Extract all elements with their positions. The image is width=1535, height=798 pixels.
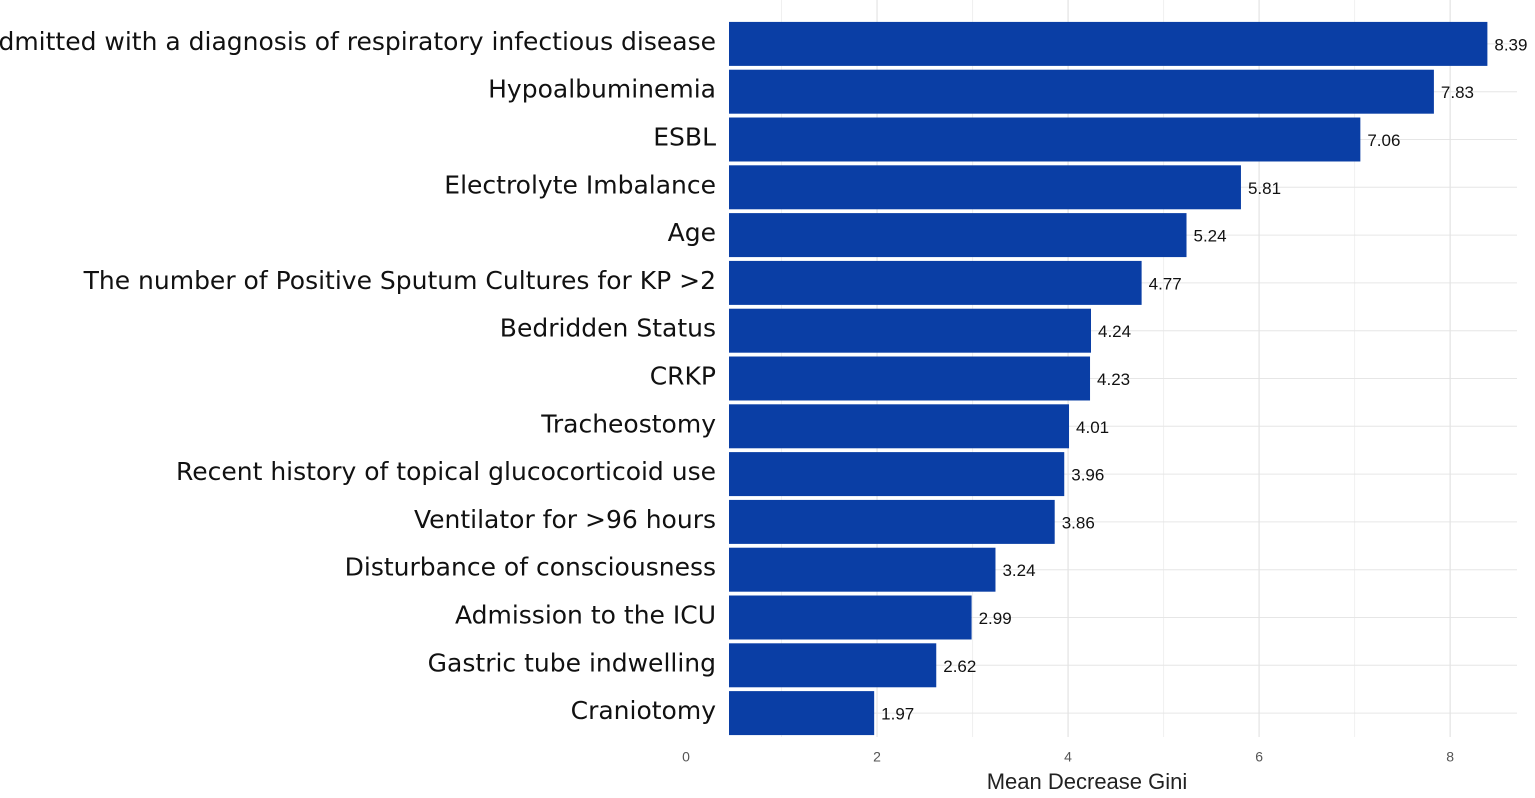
y-tick-label: Ventilator for >96 hours bbox=[414, 505, 716, 534]
bar bbox=[729, 356, 1091, 401]
bars bbox=[729, 21, 1488, 736]
bar bbox=[729, 691, 875, 736]
x-tick-label: 0 bbox=[682, 749, 690, 765]
bar bbox=[729, 213, 1187, 258]
y-tick-label: Age bbox=[668, 218, 716, 247]
bar bbox=[729, 308, 1091, 353]
value-label: 4.01 bbox=[1076, 418, 1109, 437]
bar bbox=[729, 404, 1070, 449]
value-label: 8.39 bbox=[1494, 35, 1527, 54]
value-label: 3.96 bbox=[1071, 466, 1104, 485]
y-tick-label: Gastric tube indwelling bbox=[428, 648, 716, 677]
y-tick-label: Electrolyte Imbalance bbox=[444, 170, 716, 199]
bar bbox=[729, 117, 1361, 162]
y-tick-label: Tracheostomy bbox=[540, 409, 716, 438]
value-label: 5.24 bbox=[1194, 227, 1227, 246]
bar bbox=[729, 499, 1055, 544]
value-label: 4.77 bbox=[1149, 274, 1182, 293]
y-tick-label: Recent history of topical glucocorticoid… bbox=[176, 457, 716, 486]
y-tick-label: Bedridden Status bbox=[500, 314, 716, 343]
bar bbox=[729, 547, 996, 592]
x-tick-label: 8 bbox=[1446, 749, 1454, 765]
y-tick-label: The number of Positive Sputum Cultures f… bbox=[83, 266, 716, 295]
y-tick-label: Hypoalbuminemia bbox=[488, 75, 716, 104]
value-label: 4.23 bbox=[1097, 370, 1130, 389]
bar bbox=[729, 165, 1241, 210]
x-tick-label: 4 bbox=[1064, 749, 1072, 765]
value-label: 5.81 bbox=[1248, 179, 1281, 198]
bar bbox=[729, 643, 937, 688]
y-tick-label: ESBL bbox=[653, 123, 716, 152]
value-label: 3.86 bbox=[1062, 513, 1095, 532]
y-tick-label: Craniotomy bbox=[571, 696, 717, 725]
x-tick-label: 2 bbox=[873, 749, 881, 765]
y-tick-label: Admission to the ICU bbox=[455, 601, 716, 630]
bar bbox=[729, 452, 1065, 497]
x-tick-label: 6 bbox=[1255, 749, 1263, 765]
value-label: 7.06 bbox=[1367, 131, 1400, 150]
x-axis-title: Mean Decrease Gini bbox=[987, 769, 1188, 794]
y-tick-label: CRKP bbox=[650, 362, 716, 391]
value-label: 2.99 bbox=[979, 609, 1012, 628]
value-label: 4.24 bbox=[1098, 322, 1131, 341]
bar bbox=[729, 595, 972, 640]
y-tick-label: Disturbance of consciousness bbox=[345, 553, 716, 582]
value-label: 2.62 bbox=[943, 657, 976, 676]
bar bbox=[729, 69, 1434, 114]
value-label: 7.83 bbox=[1441, 83, 1474, 102]
bar bbox=[729, 21, 1488, 66]
bar bbox=[729, 260, 1142, 305]
y-tick-label: Admitted with a diagnosis of respiratory… bbox=[0, 27, 716, 56]
value-label: 1.97 bbox=[881, 705, 914, 724]
value-label: 3.24 bbox=[1002, 561, 1035, 580]
